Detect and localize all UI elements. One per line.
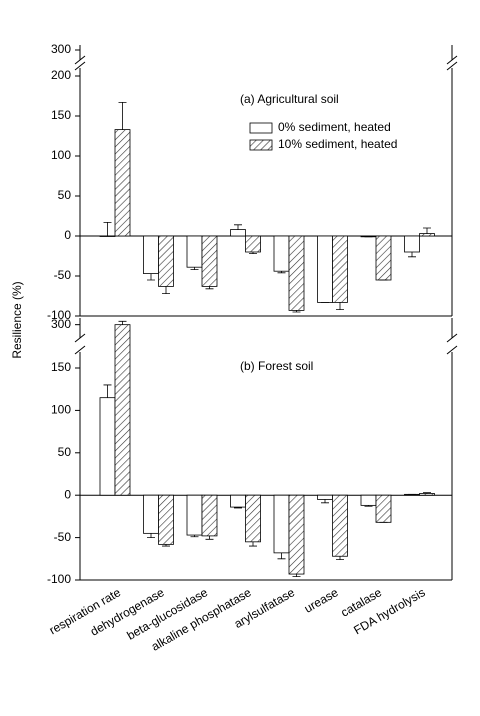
y-tick-label: -50 bbox=[54, 268, 72, 282]
y-tick-label: 200 bbox=[51, 68, 71, 82]
y-tick-label: -50 bbox=[54, 530, 72, 544]
bar bbox=[375, 235, 392, 281]
bar bbox=[245, 235, 261, 253]
y-tick-label: 300 bbox=[51, 317, 71, 331]
error-bar bbox=[147, 533, 155, 538]
y-tick-label: 100 bbox=[51, 148, 71, 162]
error-bar bbox=[292, 310, 301, 313]
error-bar bbox=[277, 271, 286, 274]
y-tick-label: 50 bbox=[58, 188, 72, 202]
axis-break bbox=[446, 61, 458, 71]
bar bbox=[332, 494, 348, 557]
axis-break bbox=[446, 333, 458, 343]
error-bar bbox=[234, 507, 242, 509]
error-bar bbox=[205, 286, 214, 290]
bar bbox=[360, 494, 377, 506]
error-bar bbox=[336, 556, 344, 561]
error-bar bbox=[423, 227, 431, 234]
y-tick-label: 300 bbox=[51, 42, 71, 56]
bar bbox=[99, 235, 116, 237]
error-bar bbox=[205, 535, 214, 540]
y-tick-label: 150 bbox=[51, 360, 71, 374]
bar bbox=[201, 235, 218, 287]
y-tick-label: 150 bbox=[51, 108, 71, 122]
x-tick-label: urease bbox=[302, 585, 341, 616]
error-bar bbox=[162, 544, 170, 547]
bar bbox=[143, 235, 159, 274]
bar bbox=[288, 494, 305, 575]
legend-label: 0% sediment, heated bbox=[278, 120, 391, 134]
bar bbox=[404, 235, 420, 253]
bar bbox=[114, 129, 131, 237]
error-bar bbox=[103, 384, 112, 398]
error-bar bbox=[408, 252, 416, 258]
y-tick-label: 100 bbox=[51, 403, 71, 417]
bar bbox=[158, 494, 174, 545]
y-tick-label: -100 bbox=[47, 572, 71, 586]
bar bbox=[230, 229, 246, 237]
bar bbox=[186, 235, 203, 268]
bar bbox=[201, 494, 218, 537]
bar bbox=[419, 233, 435, 237]
error-bar bbox=[147, 273, 155, 281]
bar bbox=[317, 494, 333, 500]
error-bar bbox=[321, 499, 329, 504]
bar bbox=[419, 493, 435, 496]
axis-break bbox=[74, 61, 86, 71]
bar bbox=[273, 235, 290, 272]
bar bbox=[375, 494, 392, 523]
axis-break bbox=[446, 55, 458, 65]
axis-break bbox=[74, 345, 86, 355]
error-bar bbox=[118, 102, 127, 130]
axis-break bbox=[74, 55, 86, 65]
error-bar bbox=[162, 286, 170, 294]
bar bbox=[186, 494, 203, 536]
legend-swatch bbox=[249, 122, 273, 134]
y-tick-label: 0 bbox=[64, 228, 71, 242]
legend-label: 10% sediment, heated bbox=[278, 137, 397, 151]
error-bar bbox=[277, 552, 286, 560]
error-bar bbox=[103, 222, 112, 236]
error-bar bbox=[292, 574, 301, 578]
bar bbox=[158, 235, 174, 287]
error-bar bbox=[423, 492, 431, 494]
error-bar bbox=[234, 224, 242, 230]
axis-break bbox=[74, 333, 86, 343]
error-bar bbox=[249, 252, 257, 254]
panel-title: (b) Forest soil bbox=[240, 359, 313, 373]
y-tick-label: 50 bbox=[58, 445, 72, 459]
y-tick-label: -100 bbox=[47, 308, 71, 322]
error-bar bbox=[249, 541, 257, 547]
error-bar bbox=[336, 302, 344, 310]
bar bbox=[143, 494, 159, 534]
x-tick-label: respiration rate bbox=[47, 585, 124, 637]
error-bar bbox=[190, 267, 199, 270]
bar bbox=[288, 235, 305, 311]
bar bbox=[99, 397, 116, 496]
panel-title: (a) Agricultural soil bbox=[240, 92, 339, 106]
y-tick-label: 0 bbox=[64, 487, 71, 501]
bar bbox=[114, 324, 131, 496]
y-axis-label: Resilience (%) bbox=[10, 281, 24, 358]
axis-break bbox=[446, 345, 458, 355]
bar bbox=[317, 235, 333, 303]
bar bbox=[332, 235, 348, 303]
error-bar bbox=[190, 535, 199, 538]
bar bbox=[245, 494, 261, 543]
bar bbox=[273, 494, 290, 554]
bar bbox=[230, 494, 246, 508]
legend-swatch bbox=[249, 139, 273, 151]
error-bar bbox=[118, 320, 127, 325]
error-bar bbox=[364, 505, 373, 507]
